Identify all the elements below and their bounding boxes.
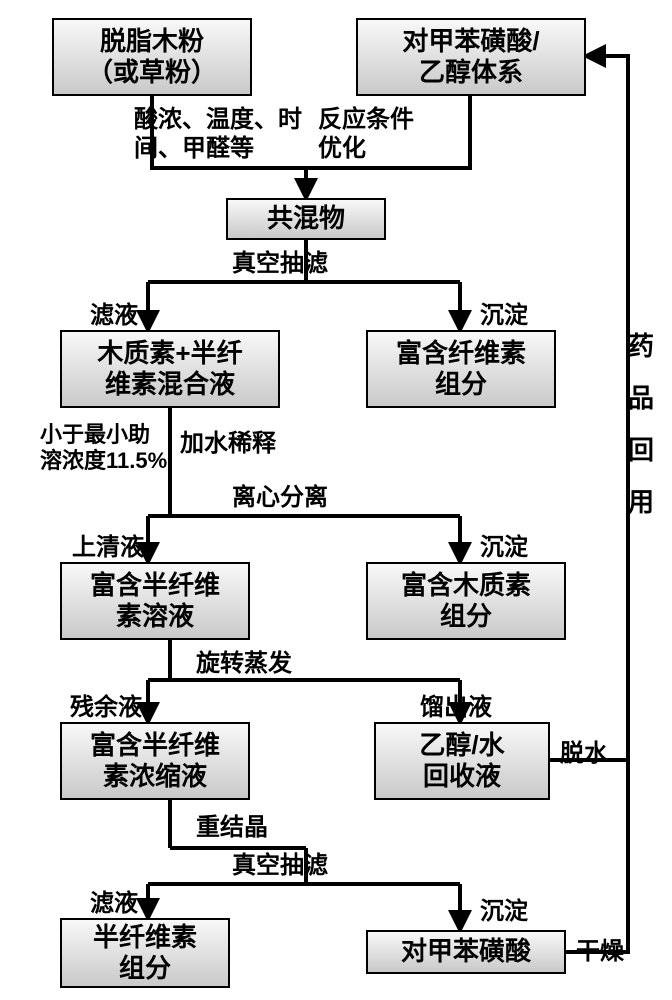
label-l17: 滤液 [90, 890, 138, 919]
node-n2: 对甲苯磺酸/乙醇体系 [356, 18, 586, 96]
node-n4: 木质素+半纤维素混合液 [60, 330, 280, 408]
label-l3: 真空抽滤 [232, 250, 328, 279]
label-l12: 残余液 [70, 694, 142, 723]
label-l10: 沉淀 [480, 534, 528, 563]
edge-22 [566, 760, 628, 952]
label-l13: 馏出液 [420, 694, 492, 723]
node-n8: 富含半纤维素浓缩液 [60, 722, 250, 800]
label-l1: 酸浓、温度、时 间、甲醛等 [134, 106, 302, 164]
label-l15: 重结晶 [196, 814, 268, 843]
label-l5: 沉淀 [480, 302, 528, 331]
node-n11: 对甲苯磺酸 [366, 930, 566, 974]
flowchart-canvas: 脱脂木粉（或草粉） 对甲苯磺酸/乙醇体系共混物木质素+半纤维素混合液 富含纤维素组分… [0, 0, 672, 1000]
node-n6: 富含半纤维素溶液 [60, 562, 250, 640]
label-l2: 反应条件 优化 [318, 106, 414, 164]
label-l7: 小于最小助 溶浓度11.5% [40, 422, 167, 475]
node-n7: 富含木质素组分 [366, 562, 566, 640]
node-n1: 脱脂木粉（或草粉） [52, 18, 252, 96]
node-n9: 乙醇/水回收液 [374, 722, 550, 800]
label-l16: 真空抽滤 [232, 852, 328, 881]
label-l11: 旋转蒸发 [196, 650, 292, 679]
node-n10: 半纤维素组分 [60, 918, 230, 988]
node-n3: 共混物 [226, 198, 386, 240]
edge-21 [550, 56, 628, 760]
vertical-label-recycle: 药品回用 [628, 320, 654, 528]
label-l8: 离心分离 [232, 484, 328, 513]
node-n5: 富含纤维素组分 [366, 330, 556, 408]
label-l6: 加水稀释 [180, 430, 276, 459]
label-l19: 干燥 [576, 938, 624, 967]
label-l4: 滤液 [90, 302, 138, 331]
label-l14: 脱水 [560, 740, 608, 769]
label-l18: 沉淀 [480, 898, 528, 927]
label-l9: 上清液 [72, 534, 144, 563]
